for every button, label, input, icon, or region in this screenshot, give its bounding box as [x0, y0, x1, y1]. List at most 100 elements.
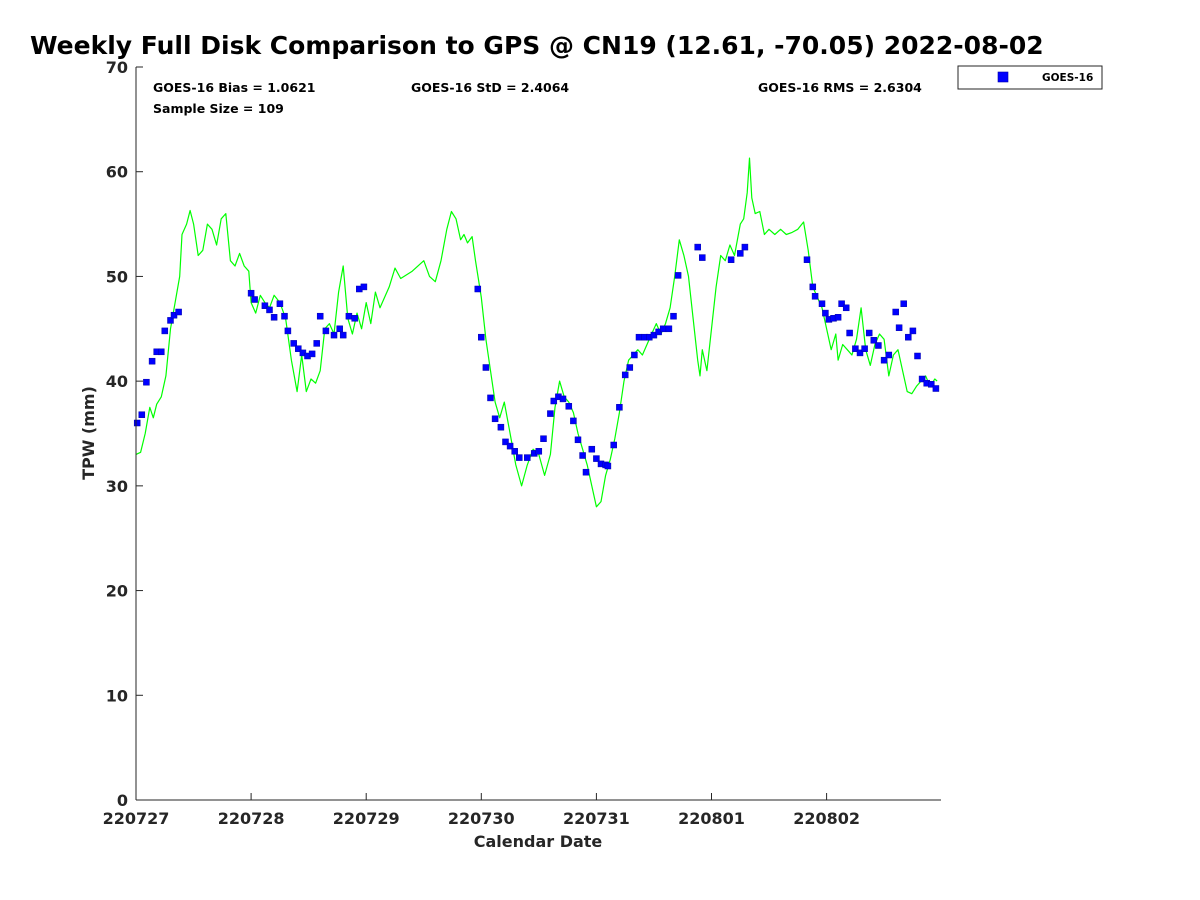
goes16-point — [266, 306, 273, 314]
goes16-point — [284, 327, 292, 335]
goes16-point — [290, 340, 297, 347]
goes16-point — [574, 436, 582, 444]
goes16-point — [295, 345, 302, 352]
goes16-point — [330, 331, 338, 339]
goes16-point — [900, 300, 907, 307]
goes16-point — [856, 349, 864, 357]
gps-series — [135, 157, 938, 508]
goes16-point — [842, 304, 850, 312]
goes16-point — [811, 293, 819, 300]
goes16-point — [339, 331, 347, 339]
goes16-point — [261, 302, 269, 309]
goes16-point — [506, 442, 514, 450]
goes16-point — [547, 410, 554, 417]
y-tick-label: 0 — [117, 791, 128, 810]
goes16-point — [167, 317, 174, 324]
goes16-point — [846, 329, 853, 337]
sample-size-stat: Sample Size = 109 — [153, 101, 284, 116]
goes16-point — [540, 435, 547, 442]
goes16-point — [665, 325, 673, 333]
goes16-point — [909, 327, 917, 335]
goes16-point — [635, 333, 643, 341]
goes16-point — [834, 314, 842, 321]
goes16-point — [741, 243, 749, 251]
goes16-point — [502, 438, 509, 446]
goes16-point — [809, 283, 817, 291]
goes16-point — [270, 314, 278, 321]
goes16-point — [895, 324, 903, 331]
x-tick-label: 220730 — [448, 809, 515, 828]
goes16-point — [148, 357, 156, 365]
goes16-point — [616, 404, 623, 411]
bias-stat: GOES-16 Bias = 1.0621 — [153, 80, 315, 95]
goes16-point — [478, 333, 485, 341]
goes16-point — [918, 375, 926, 383]
goes16-point — [631, 351, 638, 359]
goes16-point — [550, 397, 558, 405]
goes16-point — [626, 364, 634, 371]
goes16-point — [516, 454, 523, 461]
x-tick-label: 220727 — [103, 809, 170, 828]
goes16-point — [892, 308, 899, 316]
goes16-point — [582, 468, 590, 476]
y-tick-label: 10 — [106, 686, 128, 705]
rms-stat: GOES-16 RMS = 2.6304 — [758, 80, 922, 95]
goes16-point — [161, 327, 169, 335]
gps-line — [135, 157, 938, 508]
goes16-point — [928, 381, 935, 388]
y-ticks: 0 10 20 30 40 50 60 70 — [106, 58, 143, 810]
plot-area — [133, 67, 941, 801]
y-axis-label: TPW (mm) — [79, 386, 98, 480]
y-tick-label: 20 — [106, 582, 128, 601]
goes16-point — [316, 312, 324, 320]
goes16-point — [727, 256, 735, 263]
goes16-point — [838, 300, 845, 307]
goes16-point — [138, 411, 146, 418]
goes16-point — [803, 256, 811, 263]
legend-marker — [997, 71, 1009, 83]
goes16-point — [885, 351, 893, 359]
goes16-point — [694, 243, 701, 251]
goes16-point — [360, 283, 368, 291]
legend: GOES-16 — [957, 65, 1103, 90]
y-tick-label: 70 — [106, 58, 128, 77]
goes16-point — [524, 454, 531, 461]
goes16-point — [276, 300, 284, 307]
goes16-point — [861, 345, 868, 352]
goes16-point — [281, 312, 288, 320]
x-tick-label: 220801 — [678, 809, 745, 828]
goes16-point — [699, 254, 706, 261]
x-tick-label: 220802 — [793, 809, 860, 828]
goes16-series — [133, 243, 940, 476]
goes16-point — [670, 312, 677, 320]
x-ticks: 220727 220728 220729 220730 220731 220801 2208… — [103, 793, 860, 828]
goes16-point — [875, 342, 882, 349]
goes16-point — [497, 423, 505, 431]
goes16-point — [914, 352, 921, 360]
goes16-point — [579, 452, 586, 459]
goes16-point — [621, 371, 629, 379]
x-tick-label: 220729 — [333, 809, 400, 828]
x-axis-label: Calendar Date — [474, 832, 603, 851]
goes16-point — [659, 325, 667, 333]
goes16-point — [351, 315, 358, 322]
y-tick-label: 60 — [106, 163, 128, 182]
goes16-point — [588, 445, 596, 453]
legend-box — [957, 65, 1103, 90]
goes16-point — [870, 337, 878, 344]
plot-background — [136, 67, 941, 800]
y-tick-label: 30 — [106, 477, 128, 496]
chart-title: Weekly Full Disk Comparison to GPS @ CN1… — [30, 31, 1044, 60]
goes16-point — [487, 394, 494, 402]
goes16-point — [604, 462, 612, 470]
goes16-point — [559, 395, 567, 403]
goes16-point — [822, 309, 829, 317]
goes16-point — [880, 356, 888, 364]
goes16-point — [143, 378, 150, 386]
goes16-point — [932, 385, 940, 392]
y-tick-label: 40 — [106, 372, 128, 391]
x-tick-label: 220731 — [563, 809, 630, 828]
goes16-point — [175, 308, 182, 316]
goes16-point — [345, 312, 353, 320]
